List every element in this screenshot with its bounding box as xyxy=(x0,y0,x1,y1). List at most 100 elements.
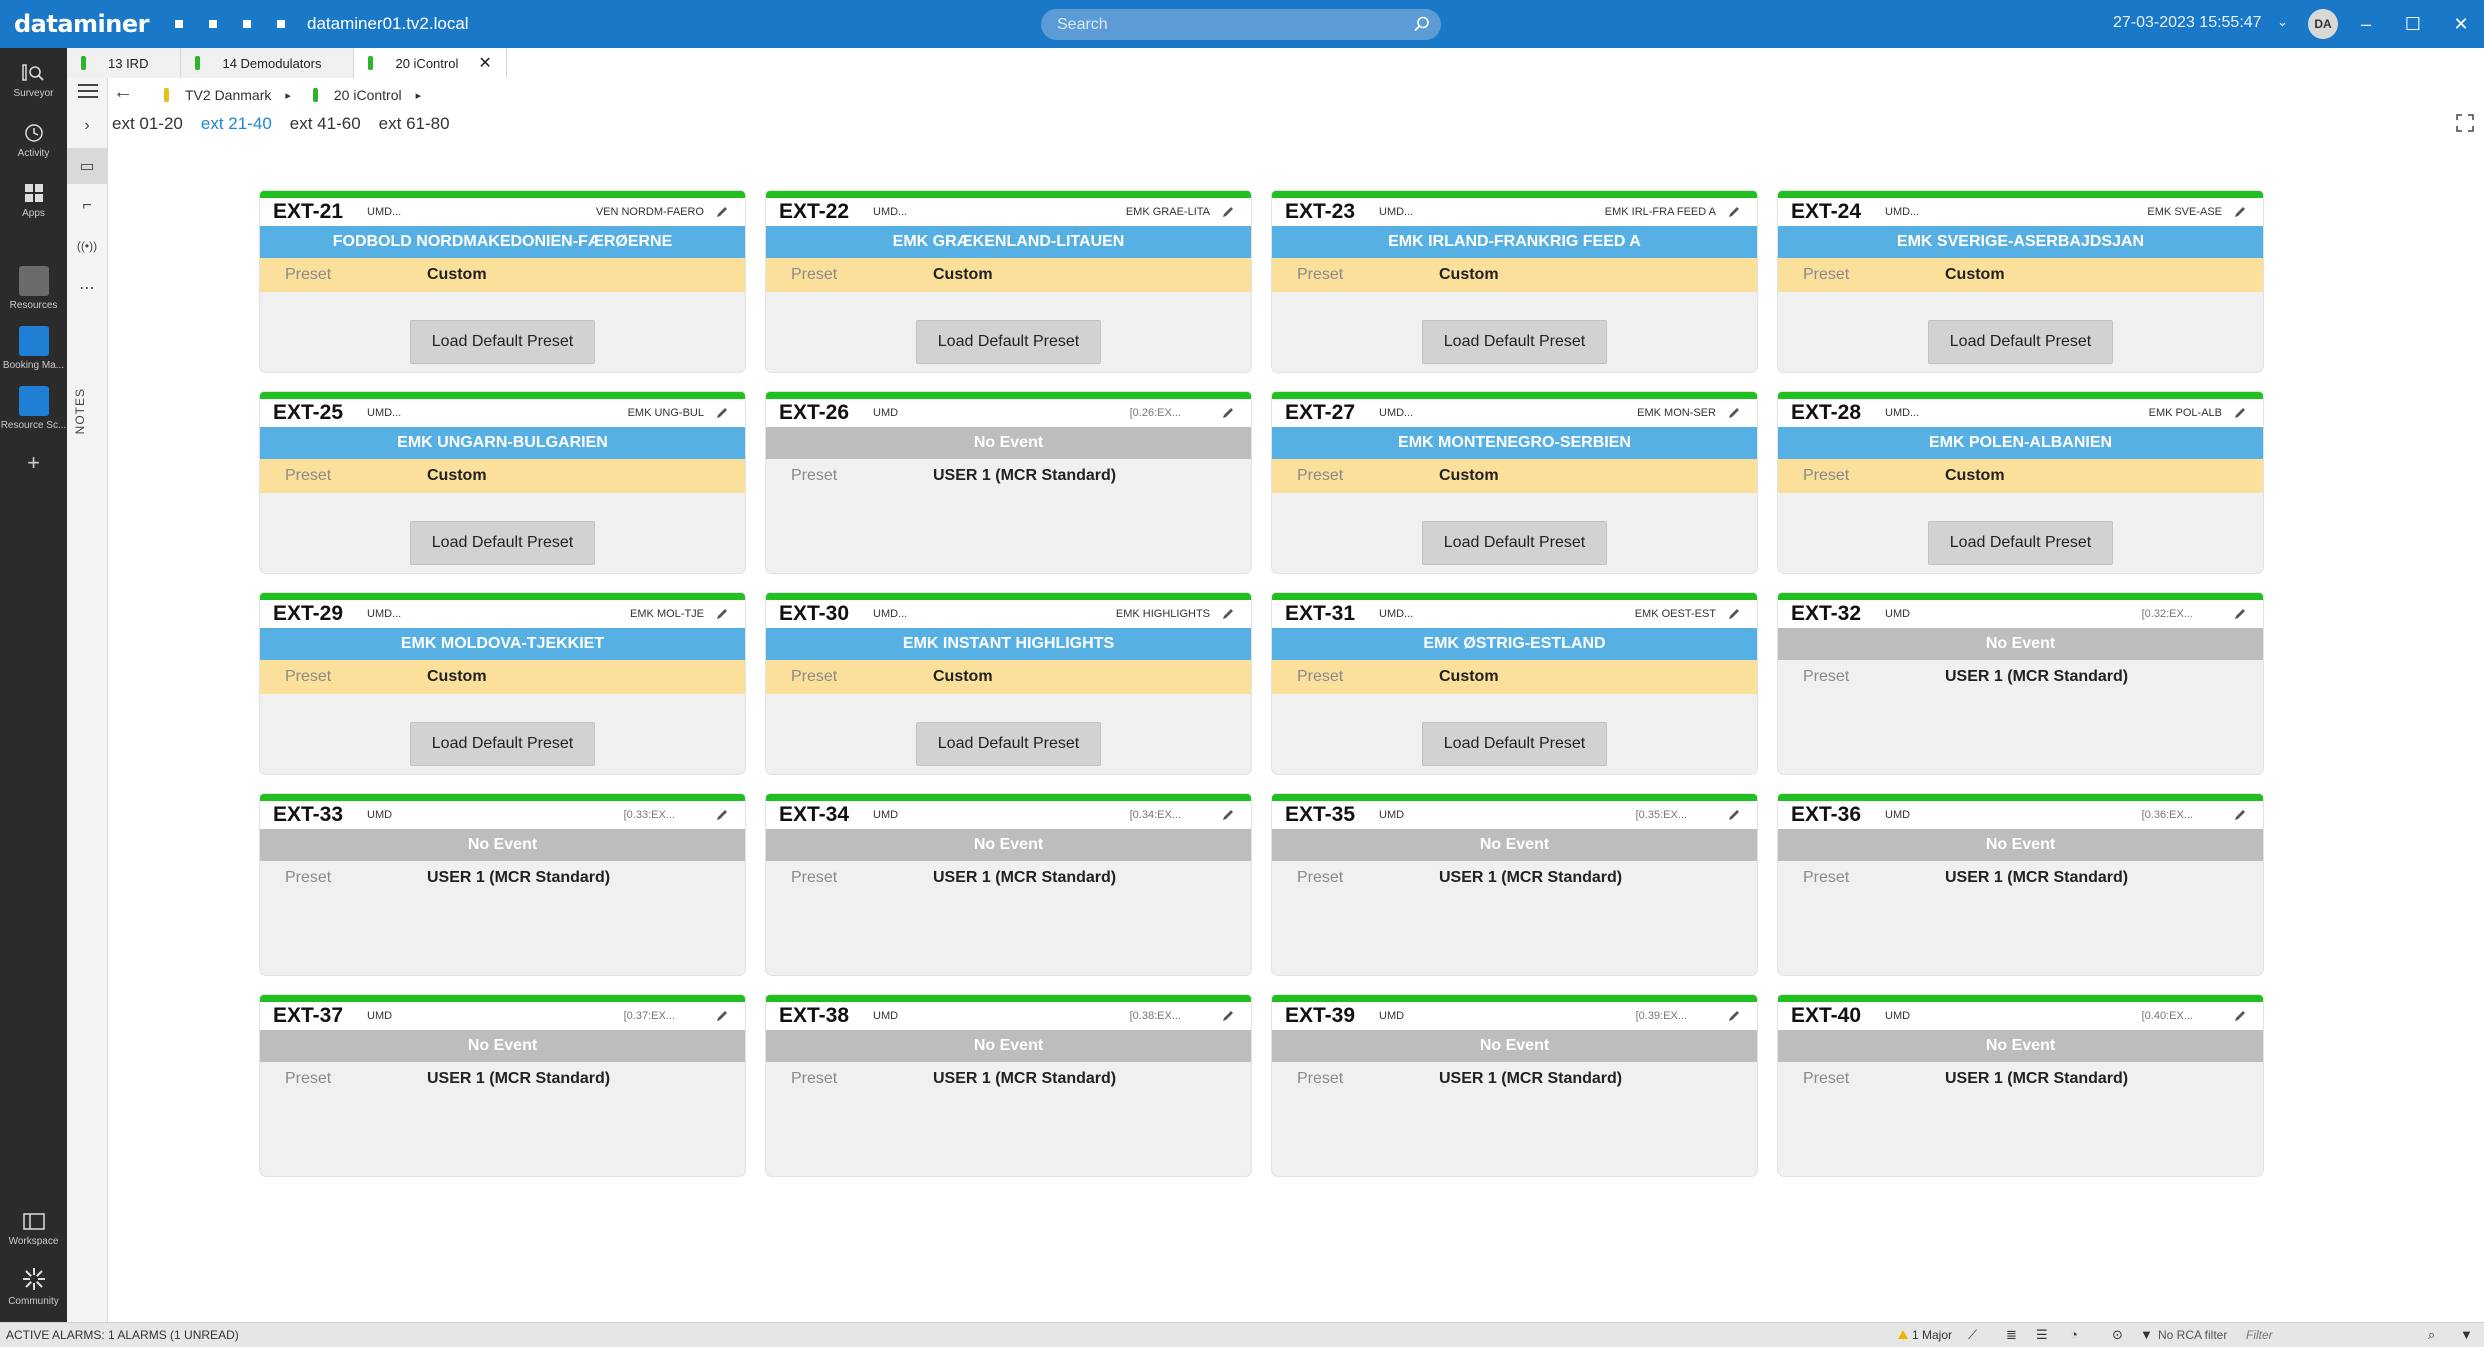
edit-pencil-icon[interactable] xyxy=(1727,406,1741,420)
major-alarm-indicator[interactable]: 1 Major xyxy=(1898,1328,1952,1342)
trend-icon[interactable]: ⟋ xyxy=(1968,1327,1978,1342)
edit-pencil-icon[interactable] xyxy=(1221,1009,1235,1023)
search-box[interactable] xyxy=(1041,9,1441,40)
filter-input[interactable] xyxy=(2246,1325,2446,1345)
edit-pencil-icon[interactable] xyxy=(715,607,729,621)
edit-pencil-icon[interactable] xyxy=(1221,205,1235,219)
app-logo[interactable]: dataminer xyxy=(14,10,149,38)
load-default-preset-button[interactable]: Load Default Preset xyxy=(1422,521,1607,565)
search-icon[interactable] xyxy=(1413,15,1431,33)
notes-label[interactable]: NOTES xyxy=(73,388,87,435)
card-header: EXT-32 UMD [0.32:EX... xyxy=(1778,600,2263,628)
maximize-icon[interactable]: ☐ xyxy=(2404,14,2422,34)
edit-pencil-icon[interactable] xyxy=(2233,205,2247,219)
card-header: EXT-38 UMD [0.38:EX... xyxy=(766,1002,1251,1030)
connection-icon[interactable]: ⌐ xyxy=(82,197,92,214)
minimize-icon[interactable]: – xyxy=(2360,14,2371,34)
tab-ext-61-80[interactable]: ext 61-80 xyxy=(378,114,450,133)
preset-row: Preset USER 1 (MCR Standard) xyxy=(260,861,745,895)
edit-pencil-icon[interactable] xyxy=(1727,1009,1741,1023)
list-icon[interactable]: ≣ xyxy=(2006,1327,2017,1342)
edit-pencil-icon[interactable] xyxy=(715,1009,729,1023)
edit-pencil-icon[interactable] xyxy=(1221,808,1235,822)
load-default-preset-button[interactable]: Load Default Preset xyxy=(410,320,595,364)
edit-pencil-icon[interactable] xyxy=(2233,1009,2247,1023)
monitor-icon[interactable]: ▭ xyxy=(67,148,107,184)
edit-pencil-icon[interactable] xyxy=(2233,808,2247,822)
add-app-icon[interactable]: + xyxy=(27,450,40,475)
tab-ext-01-20[interactable]: ext 01-20 xyxy=(112,114,183,133)
rail-item-apps[interactable]: Apps xyxy=(0,182,67,219)
breadcrumb-root[interactable]: TV2 Danmark xyxy=(185,87,272,103)
search-icon[interactable]: ⌕ xyxy=(2428,1327,2436,1342)
settings-icon[interactable]: ⊙ xyxy=(2112,1327,2123,1342)
preset-label: Preset xyxy=(791,668,838,685)
load-default-preset-button[interactable]: Load Default Preset xyxy=(916,320,1101,364)
edit-pencil-icon[interactable] xyxy=(1727,205,1741,219)
fullscreen-icon[interactable] xyxy=(2456,114,2474,132)
card-title: EXT-28 xyxy=(1791,401,1862,424)
clock-icon[interactable]: ◔ xyxy=(2070,1327,2078,1342)
umd-label: UMD xyxy=(1379,1010,1405,1022)
preset-row: Preset Custom xyxy=(1778,459,2263,493)
rail-item-resources[interactable]: Resources xyxy=(0,266,67,311)
load-default-preset-button[interactable]: Load Default Preset xyxy=(410,722,595,766)
filter-icon[interactable]: ▼ xyxy=(2140,1327,2153,1342)
load-default-preset-button[interactable]: Load Default Preset xyxy=(1928,521,2113,565)
load-default-preset-button[interactable]: Load Default Preset xyxy=(916,722,1101,766)
hamburger-menu-icon[interactable] xyxy=(78,84,98,102)
workspace-square-icon[interactable] xyxy=(276,20,285,28)
breadcrumb-current[interactable]: 20 iControl xyxy=(333,87,402,103)
edit-pencil-icon[interactable] xyxy=(1221,406,1235,420)
edit-pencil-icon[interactable] xyxy=(2233,607,2247,621)
rail-item-workspace[interactable]: Workspace xyxy=(0,1212,67,1247)
tab-ext-21-40[interactable]: ext 21-40 xyxy=(200,114,272,133)
preset-row: Preset Custom xyxy=(1272,459,1757,493)
tab-ext-41-60[interactable]: ext 41-60 xyxy=(289,114,361,133)
chevron-right-icon[interactable]: ▸ xyxy=(285,89,291,102)
rail-item-community[interactable]: Community xyxy=(0,1266,67,1307)
edit-pencil-icon[interactable] xyxy=(715,205,729,219)
edit-pencil-icon[interactable] xyxy=(1727,808,1741,822)
broadcast-icon[interactable]: ((•)) xyxy=(76,239,98,253)
tab-13-ird[interactable]: 13 IRD xyxy=(67,48,182,78)
umd-value: [0.35:EX... xyxy=(1635,809,1687,821)
search-input[interactable] xyxy=(1057,15,1397,34)
close-icon[interactable]: ✕ xyxy=(478,55,492,72)
card-title: EXT-37 xyxy=(273,1004,344,1027)
funnel-icon[interactable]: ▼ xyxy=(2460,1327,2473,1342)
active-alarms-text[interactable]: ACTIVE ALARMS: 1 ALARMS (1 UNREAD) xyxy=(6,1328,239,1342)
umd-value: [0.36:EX... xyxy=(2141,809,2193,821)
edit-pencil-icon[interactable] xyxy=(715,406,729,420)
close-window-icon[interactable]: ✕ xyxy=(2453,14,2469,34)
edit-pencil-icon[interactable] xyxy=(2233,406,2247,420)
sort-icon[interactable]: ☰ xyxy=(2036,1327,2048,1342)
tab-14-demodulators[interactable]: 14 Demodulators xyxy=(181,48,355,78)
rail-item-booking-manager[interactable]: Booking Ma... xyxy=(0,326,67,371)
edit-pencil-icon[interactable] xyxy=(715,808,729,822)
preset-row: Preset USER 1 (MCR Standard) xyxy=(1778,861,2263,895)
rca-filter-text[interactable]: No RCA filter xyxy=(2158,1328,2228,1342)
chevron-right-icon[interactable]: ▸ xyxy=(415,89,422,102)
workspace-square-icon[interactable] xyxy=(208,20,217,28)
edit-pencil-icon[interactable] xyxy=(1221,607,1235,621)
more-icon[interactable]: ⋯ xyxy=(79,280,95,297)
load-default-preset-button[interactable]: Load Default Preset xyxy=(1422,320,1607,364)
chevron-down-icon[interactable]: ⌄ xyxy=(2277,14,2288,29)
rail-item-surveyor[interactable]: Surveyor xyxy=(0,62,67,99)
rail-item-resource-scheduling[interactable]: Resource Sc... xyxy=(0,386,67,431)
rail-item-activity[interactable]: Activity xyxy=(0,122,67,159)
preset-label: Preset xyxy=(1803,467,1850,484)
edit-pencil-icon[interactable] xyxy=(1727,607,1741,621)
preset-row: Preset Custom xyxy=(260,459,745,493)
workspace-square-icon[interactable] xyxy=(174,20,183,28)
load-default-preset-button[interactable]: Load Default Preset xyxy=(410,521,595,565)
avatar[interactable]: DA xyxy=(2308,9,2338,39)
back-arrow-icon[interactable]: ← xyxy=(113,81,133,103)
chevron-right-icon[interactable]: › xyxy=(84,117,90,134)
load-default-preset-button[interactable]: Load Default Preset xyxy=(1928,320,2113,364)
tab-20-icontrol[interactable]: 20 iControl ✕ xyxy=(354,48,507,78)
load-default-preset-button[interactable]: Load Default Preset xyxy=(1422,722,1607,766)
workspace-square-icon[interactable] xyxy=(242,20,251,28)
ext-card: EXT-36 UMD [0.36:EX... No Event Preset USER 1… xyxy=(1778,794,2263,975)
